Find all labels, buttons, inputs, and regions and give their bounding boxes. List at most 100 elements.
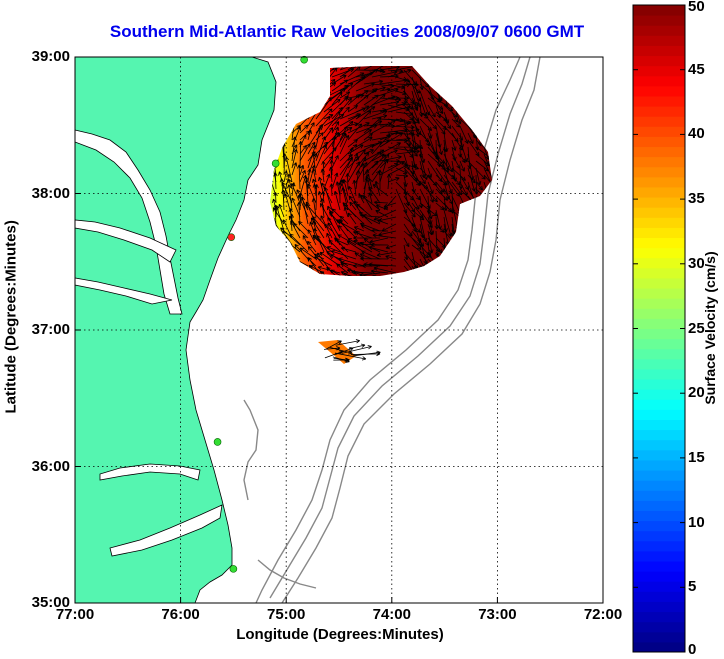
colorbar-segment	[633, 581, 685, 592]
colorbar-segment	[633, 15, 685, 26]
colorbar-tick-label: 30	[688, 254, 705, 272]
colorbar-segment	[633, 116, 685, 127]
colorbar-segment	[633, 247, 685, 259]
colorbar-segment	[633, 298, 685, 309]
y-tick-label: 37:00	[31, 321, 70, 338]
colorbar-segment	[633, 561, 685, 572]
colorbar-segment	[633, 328, 685, 340]
colorbar-segment	[633, 631, 685, 643]
colorbar-segment	[633, 267, 685, 279]
colorbar-segment	[633, 277, 685, 289]
colorbar-segment	[633, 490, 685, 501]
colorbar-segment	[633, 308, 685, 319]
colorbar-segment	[633, 45, 685, 57]
colorbar-tick-label: 35	[688, 190, 705, 208]
colorbar-segment	[633, 571, 685, 582]
colorbar-segment	[633, 126, 685, 137]
pamlico-sound	[109, 504, 223, 557]
colorbar-segment	[633, 35, 685, 46]
colorbar-segment	[633, 530, 685, 542]
colorbar-segment	[633, 197, 685, 208]
colorbar-segment	[633, 318, 685, 329]
colorbar-tick-label: 40	[688, 125, 705, 143]
colorbar-segment	[633, 510, 685, 522]
colorbar-segment	[633, 449, 685, 461]
colorbar-segment	[633, 621, 685, 633]
colorbar-segment	[633, 237, 685, 249]
y-tick-label: 38:00	[31, 184, 70, 202]
colorbar-tick-label: 25	[688, 319, 705, 337]
colorbar-segment	[633, 257, 685, 269]
x-tick-label: 73:00	[478, 606, 517, 623]
hf-radar-station	[271, 159, 280, 168]
isobath-3	[281, 56, 541, 604]
colorbar-segment	[633, 5, 685, 16]
isobath-5	[257, 559, 317, 589]
colorbar-segment	[633, 459, 685, 471]
colorbar-tick-label: 45	[688, 60, 705, 78]
colorbar-segment	[633, 368, 685, 380]
colorbar-segment	[633, 25, 685, 36]
y-tick-label: 36:00	[31, 457, 70, 475]
y-tick-label: 39:00	[31, 48, 70, 65]
colorbar-segment	[633, 217, 685, 228]
colorbar-segment	[633, 146, 685, 158]
colorbar-segment	[633, 207, 685, 218]
colorbar-tick-label: 20	[688, 384, 705, 402]
colorbar-segment	[633, 106, 685, 117]
colorbar-segment	[633, 550, 685, 562]
colorbar-segment	[633, 399, 685, 410]
x-tick-label: 75:00	[267, 606, 306, 623]
colorbar-segment	[633, 338, 685, 350]
colorbar-segment	[633, 95, 685, 107]
colorbar-segment	[633, 439, 685, 451]
colorbar-segment	[633, 288, 685, 299]
colorbar-segment	[633, 470, 685, 481]
colorbar-segment	[633, 480, 685, 491]
colorbar-segment	[633, 419, 685, 431]
x-axis-label: Longitude (Degrees:Minutes)	[236, 626, 444, 643]
isobath-2	[269, 56, 531, 599]
hf-radar-station	[229, 565, 238, 573]
colorbar-segment	[633, 176, 685, 188]
colorbar-segment	[633, 348, 685, 360]
colorbar-segment	[633, 358, 685, 370]
hf-radar-station	[227, 233, 236, 241]
y-tick-label: 35:00	[31, 594, 70, 611]
colorbar-segment	[633, 500, 685, 511]
map-title: Southern Mid-Atlantic Raw Velocities 200…	[109, 22, 585, 41]
colorbar-segment	[633, 186, 685, 198]
velocity-arrows-south	[324, 339, 381, 363]
colorbar-segment	[633, 540, 685, 552]
hf-radar-station	[300, 55, 308, 64]
colorbar-segment	[633, 601, 685, 613]
colorbar-segment	[633, 379, 685, 390]
x-tick-label: 77:00	[55, 606, 95, 623]
x-tick-label: 72:00	[583, 606, 623, 623]
colorbar-segment	[633, 389, 685, 400]
colorbar-tick-label: 50	[688, 0, 705, 15]
albemarle-sound	[99, 463, 201, 481]
colorbar-segment	[633, 136, 685, 148]
hf-radar-station	[213, 438, 222, 446]
colorbar-tick-label: 5	[688, 578, 697, 596]
x-tick-label: 76:00	[161, 606, 200, 623]
colorbar-segment	[633, 85, 685, 97]
colorbar-segment	[633, 55, 685, 67]
colorbar-segment	[633, 429, 685, 441]
x-tick-label: 74:00	[372, 606, 411, 623]
colorbar-segment	[633, 520, 685, 532]
colorbar-segment	[633, 227, 685, 239]
colorbar-segment	[633, 156, 685, 168]
colorbar-segment	[633, 65, 685, 77]
colorbar-segment	[633, 611, 685, 623]
colorbar-segment	[633, 641, 685, 653]
colorbar-tick-label: 0	[688, 641, 697, 658]
colorbar-tick-label: 15	[688, 448, 705, 466]
isobath-4	[243, 399, 259, 501]
colorbar-segment	[633, 166, 685, 178]
colorbar-segment	[633, 409, 685, 420]
colorbar-segment	[633, 591, 685, 602]
colorbar-tick-label: 10	[688, 513, 705, 531]
